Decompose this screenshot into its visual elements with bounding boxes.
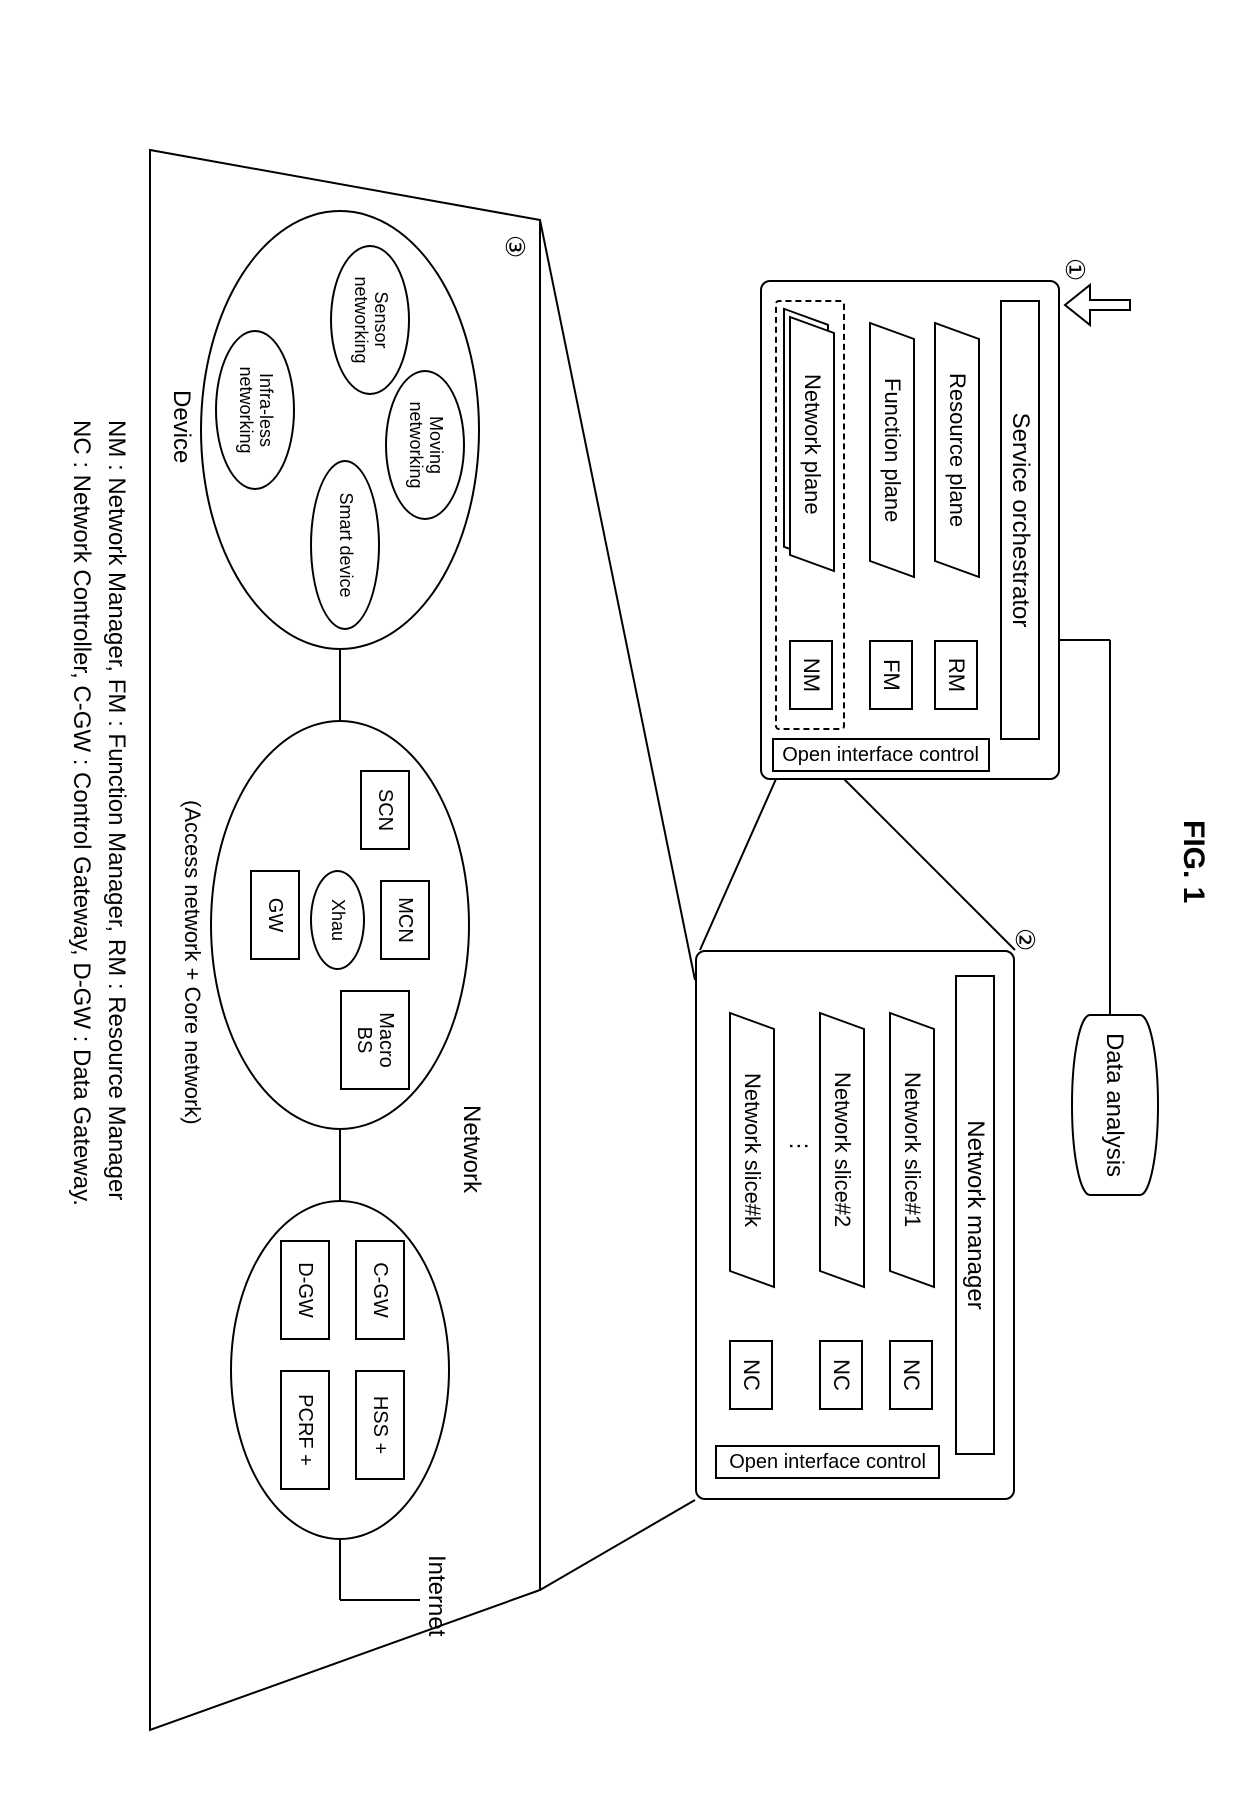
block2-side: Open interface control xyxy=(715,1445,940,1479)
nc-2: NC xyxy=(819,1340,863,1410)
device-label: Device xyxy=(167,390,195,463)
cgw-node: C-GW xyxy=(355,1240,405,1340)
dgw-node: D-GW xyxy=(280,1240,330,1340)
nc-1: NC xyxy=(889,1340,933,1410)
pcrf-node: PCRF + xyxy=(280,1370,330,1490)
data-analysis-label: Data analysis xyxy=(1100,1030,1128,1180)
scn-node: SCN xyxy=(360,770,410,850)
legend-2: NC : Network Controller, C-GW : Control … xyxy=(67,420,95,1206)
slice-k: Network slice#k xyxy=(729,1012,775,1289)
legend-1: NM : Network Manager, FM : Function Mana… xyxy=(102,420,130,1200)
rm-box: RM xyxy=(934,640,978,710)
service-orchestrator: Service orchestrator xyxy=(1000,300,1040,740)
moving-networking: Moving networking xyxy=(385,370,465,520)
xhau-node: Xhau xyxy=(310,870,365,970)
core-ellipse xyxy=(230,1200,450,1540)
macro-bs-node: Macro BS xyxy=(340,990,410,1090)
block1-num: ① xyxy=(1059,258,1090,281)
sensor-networking: Sensor networking xyxy=(330,245,410,395)
slice-2: Network slice#2 xyxy=(819,1012,865,1289)
function-plane: Function plane xyxy=(869,322,915,579)
hss-node: HSS + xyxy=(355,1370,405,1480)
gw-node: GW xyxy=(250,870,300,960)
figure-title: FIG. 1 xyxy=(1176,820,1210,903)
block2-num: ② xyxy=(1009,928,1040,951)
internet-label: Internet xyxy=(422,1555,450,1636)
infraless-networking: Infra-less networking xyxy=(215,330,295,490)
slice-ellipsis: ⋮ xyxy=(786,1135,812,1157)
nc-k: NC xyxy=(729,1340,773,1410)
block1-side: Open interface control xyxy=(772,738,990,772)
access-core-label: (Access network + Core network) xyxy=(179,800,205,1125)
smart-device: Smart device xyxy=(310,460,380,630)
mcn-node: MCN xyxy=(380,880,430,960)
fm-box: FM xyxy=(869,640,913,710)
block3-num: ③ xyxy=(499,235,530,258)
network-plane: Network plane xyxy=(789,316,835,573)
network-label: Network xyxy=(457,1105,485,1193)
network-manager: Network manager xyxy=(955,975,995,1455)
nm-box: NM xyxy=(789,640,833,710)
slice-1: Network slice#1 xyxy=(889,1012,935,1289)
resource-plane: Resource plane xyxy=(934,322,980,579)
